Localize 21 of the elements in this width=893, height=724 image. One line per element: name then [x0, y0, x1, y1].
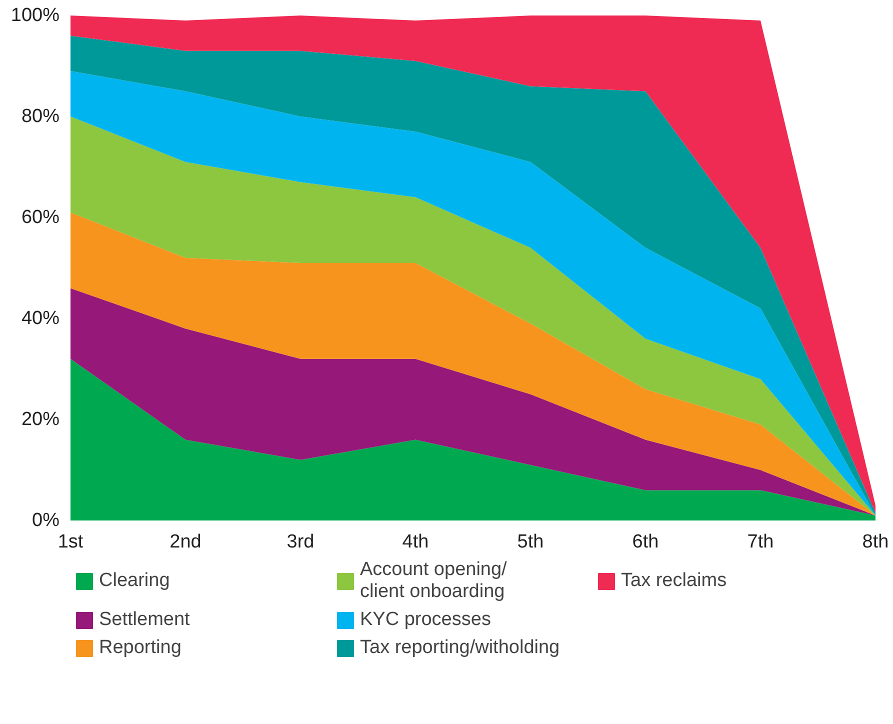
legend-label: Tax reclaims: [621, 570, 728, 592]
x-tick-label: 1st: [58, 532, 84, 552]
y-tick-label: 20%: [21, 409, 60, 430]
y-tick-label: 0%: [32, 510, 60, 531]
x-tick-label: 8th: [862, 532, 889, 552]
y-tick-label: 60%: [21, 207, 60, 228]
legend-label: Settlement: [99, 609, 191, 631]
x-tick-label: 2nd: [170, 532, 202, 552]
x-tick-label: 5th: [517, 532, 544, 552]
x-tick-label: 7th: [747, 532, 774, 552]
x-tick-label: 6th: [632, 532, 659, 552]
x-tick-label: 3rd: [286, 532, 314, 552]
legend-label: Account opening/ client onboarding: [360, 559, 508, 603]
legend-label: KYC processes: [360, 609, 492, 631]
x-tick-label: 4th: [402, 532, 429, 552]
y-tick-label: 40%: [21, 308, 60, 329]
legend-label: Clearing: [99, 570, 171, 592]
y-tick-label: 100%: [10, 5, 60, 26]
legend-label: Tax reporting/witholding: [360, 637, 561, 659]
y-tick-label: 80%: [21, 106, 60, 127]
legend-label: Reporting: [99, 637, 182, 659]
